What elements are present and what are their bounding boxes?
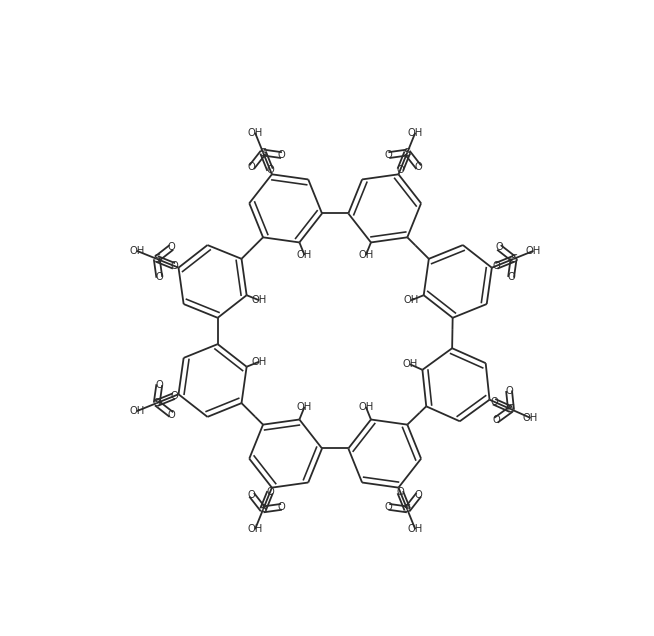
Text: S: S	[404, 504, 411, 515]
Text: O: O	[248, 490, 256, 500]
Text: OH: OH	[129, 246, 145, 256]
Text: O: O	[507, 272, 515, 282]
Text: O: O	[492, 415, 500, 425]
Text: OH: OH	[526, 246, 541, 256]
Text: O: O	[278, 502, 285, 512]
Text: O: O	[495, 242, 503, 252]
Text: OH: OH	[297, 402, 312, 411]
Text: O: O	[492, 261, 500, 271]
Text: O: O	[170, 261, 178, 271]
Text: S: S	[404, 148, 411, 158]
Text: O: O	[415, 490, 422, 500]
Text: O: O	[505, 386, 513, 396]
Text: O: O	[266, 487, 274, 497]
Text: OH: OH	[247, 524, 263, 534]
Text: OH: OH	[252, 357, 267, 366]
Text: O: O	[385, 150, 392, 160]
Text: O: O	[156, 380, 164, 390]
Text: O: O	[396, 165, 404, 175]
Text: OH: OH	[523, 413, 538, 423]
Text: S: S	[153, 254, 160, 264]
Text: OH: OH	[129, 406, 145, 416]
Text: OH: OH	[358, 250, 373, 260]
Text: OH: OH	[407, 128, 423, 137]
Text: O: O	[396, 487, 404, 497]
Text: OH: OH	[247, 128, 263, 137]
Text: O: O	[490, 397, 498, 406]
Text: O: O	[156, 272, 164, 282]
Text: O: O	[170, 391, 178, 401]
Text: S: S	[153, 398, 160, 408]
Text: O: O	[266, 165, 274, 175]
Text: O: O	[385, 502, 392, 512]
Text: S: S	[510, 254, 517, 264]
Text: OH: OH	[358, 402, 373, 411]
Text: O: O	[278, 150, 285, 160]
Text: OH: OH	[402, 359, 417, 370]
Text: S: S	[508, 404, 515, 414]
Text: S: S	[260, 504, 267, 515]
Text: OH: OH	[297, 250, 312, 260]
Text: O: O	[167, 410, 175, 420]
Text: S: S	[260, 148, 267, 158]
Text: O: O	[415, 162, 422, 172]
Text: OH: OH	[404, 295, 419, 305]
Text: O: O	[167, 242, 175, 252]
Text: OH: OH	[407, 524, 423, 534]
Text: OH: OH	[252, 295, 267, 305]
Text: O: O	[248, 162, 256, 172]
